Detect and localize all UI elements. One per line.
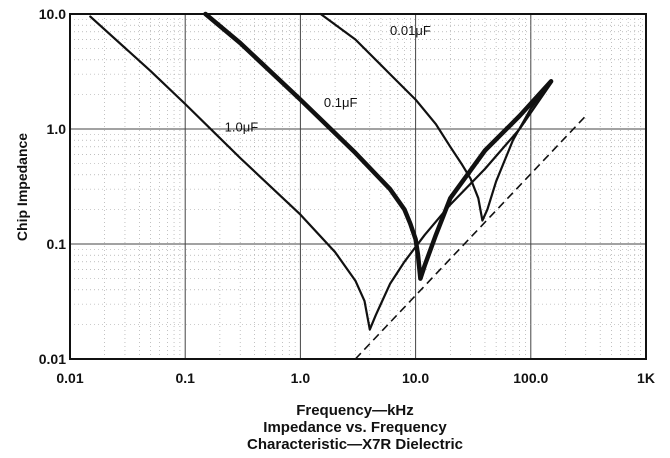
- curves: [89, 11, 587, 360]
- y-tick-label: 1.0: [47, 121, 67, 137]
- x-tick-label: 1K: [637, 370, 655, 386]
- x-tick-label: 0.1: [175, 370, 195, 386]
- x-tick-label: 100.0: [513, 370, 548, 386]
- reference-line-dashed: [354, 115, 587, 360]
- series-label: 0.1μF: [324, 95, 358, 110]
- x-axis-ticks: 0.01 0.1 1.0 10.0 100.0 1K: [56, 370, 655, 386]
- y-axis-ticks: 0.01 0.1 1.0 10.0: [39, 6, 66, 367]
- y-tick-label: 0.01: [39, 351, 66, 367]
- plot-frame: [69, 13, 647, 360]
- x-tick-label: 1.0: [291, 370, 311, 386]
- series-label: 1.0μF: [225, 120, 259, 135]
- chart-subtitle: Characteristic—X7R Dielectric: [247, 436, 463, 453]
- y-tick-label: 0.1: [47, 236, 67, 252]
- y-tick-label: 10.0: [39, 6, 66, 22]
- x-tick-label: 0.01: [56, 370, 83, 386]
- x-axis-title: Frequency—kHz: [296, 402, 414, 419]
- y-axis-title: Chip Impedance: [14, 133, 30, 241]
- series-label: 0.01μF: [390, 23, 431, 38]
- x-tick-label: 10.0: [402, 370, 429, 386]
- curve-labels: 1.0μF 0.1μF 0.01μF: [225, 23, 431, 135]
- chart-title: Impedance vs. Frequency: [263, 419, 447, 436]
- series-line: [89, 15, 553, 331]
- series-line: [319, 12, 553, 222]
- plot-background: [70, 14, 646, 359]
- grid: [69, 14, 646, 360]
